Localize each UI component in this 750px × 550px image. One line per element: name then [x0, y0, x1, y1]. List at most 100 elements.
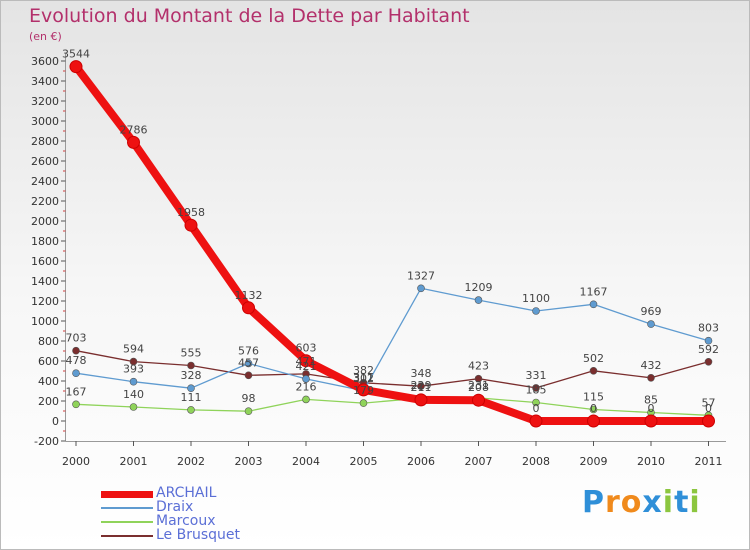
legend-swatch: [101, 521, 153, 523]
data-point: [359, 399, 368, 407]
data-point: [187, 384, 195, 393]
x-tick-label: 2009: [580, 455, 608, 468]
data-point: [702, 414, 715, 428]
brand-letter: r: [605, 485, 621, 520]
chart-unit: (en €): [29, 30, 62, 43]
data-label: 0: [533, 402, 540, 415]
data-label: 471: [296, 355, 317, 368]
data-label: 167: [66, 385, 87, 398]
y-tick-label: 3200: [31, 95, 59, 108]
data-label: 457: [238, 356, 259, 369]
data-point: [532, 384, 540, 392]
data-point: [414, 393, 428, 407]
data-label: 1209: [465, 281, 493, 294]
data-label: 2786: [120, 123, 148, 136]
brand-letter: o: [620, 485, 643, 520]
data-label: 555: [181, 347, 202, 360]
data-label: 803: [698, 322, 719, 335]
data-label: 1132: [235, 289, 263, 302]
legend-label: Draix: [156, 499, 194, 515]
data-point: [474, 374, 483, 383]
data-label: 382: [353, 364, 374, 377]
legend-swatch: [101, 490, 153, 498]
data-label: 969: [641, 305, 662, 318]
data-label: 478: [66, 354, 87, 367]
y-tick-label: 3600: [31, 55, 59, 68]
data-point: [129, 357, 138, 366]
data-point: [474, 296, 483, 304]
data-label: 311: [353, 371, 374, 384]
data-label: 98: [242, 392, 256, 405]
brand-logo: Proxiti: [582, 485, 701, 520]
y-tick-label: 0: [52, 415, 59, 428]
series-archail: [69, 60, 715, 428]
data-point: [299, 354, 313, 368]
y-tick-label: 2200: [31, 195, 59, 208]
data-point: [302, 395, 310, 404]
data-label: 603: [296, 342, 317, 355]
data-label: 1958: [177, 206, 205, 219]
data-label: 140: [123, 388, 144, 401]
x-tick-label: 2005: [350, 455, 378, 468]
x-tick-label: 2003: [235, 455, 263, 468]
y-tick-label: 3400: [31, 75, 59, 88]
data-point: [127, 135, 140, 149]
brand-letter: i: [662, 485, 675, 520]
data-point: [532, 307, 540, 315]
data-label: 1100: [522, 292, 550, 305]
data-point: [242, 301, 255, 315]
legend-swatch: [101, 535, 153, 537]
chart-title: Evolution du Montant de la Dette par Hab…: [29, 5, 470, 27]
series-draix: [72, 284, 713, 395]
data-label: 0: [590, 402, 597, 415]
data-point: [72, 400, 80, 409]
y-tick-label: 1800: [31, 235, 59, 248]
data-label: 393: [123, 363, 144, 376]
data-point: [417, 284, 425, 293]
data-point: [587, 414, 600, 428]
series-line: [75, 350, 710, 389]
data-label: 703: [66, 332, 87, 345]
y-tick-label: 1600: [31, 255, 59, 268]
y-tick-label: 3000: [31, 115, 59, 128]
data-label: 0: [648, 402, 655, 415]
data-label: 423: [468, 360, 489, 373]
x-tick-label: 2008: [522, 455, 550, 468]
data-label: 115: [583, 391, 604, 404]
data-label: 594: [123, 343, 144, 356]
brand-letter: x: [642, 485, 663, 520]
x-tick-label: 2007: [465, 455, 493, 468]
legend-label: Marcoux: [156, 513, 216, 529]
data-label: 208: [468, 381, 489, 394]
data-point: [589, 300, 598, 309]
data-label: 1167: [580, 285, 608, 298]
legend-swatch: [101, 507, 153, 509]
legend-label: Le Brusquet: [156, 527, 241, 543]
data-point: [589, 405, 598, 414]
data-point: [187, 406, 195, 414]
data-point: [532, 398, 540, 407]
legend-label: ARCHAIL: [156, 485, 217, 501]
data-label: 111: [181, 391, 202, 404]
y-tick-label: 800: [38, 335, 59, 348]
data-label: 185: [526, 384, 547, 397]
data-label: 57: [702, 396, 716, 409]
data-point: [644, 414, 658, 428]
data-point: [72, 369, 80, 378]
data-label: 85: [644, 394, 658, 407]
data-label: 1327: [407, 269, 435, 282]
data-label: 179: [353, 384, 374, 397]
series-line: [72, 62, 713, 425]
data-point: [244, 407, 253, 416]
data-label: 592: [698, 343, 719, 356]
y-tick-label: 400: [38, 375, 59, 388]
y-tick-label: -200: [34, 435, 59, 448]
x-tick-label: 2011: [695, 455, 723, 468]
y-tick-label: 2800: [31, 135, 59, 148]
data-point: [472, 393, 485, 407]
y-tick-label: 200: [38, 395, 59, 408]
y-tick-label: 1200: [31, 295, 59, 308]
brand-letter: i: [689, 485, 701, 520]
